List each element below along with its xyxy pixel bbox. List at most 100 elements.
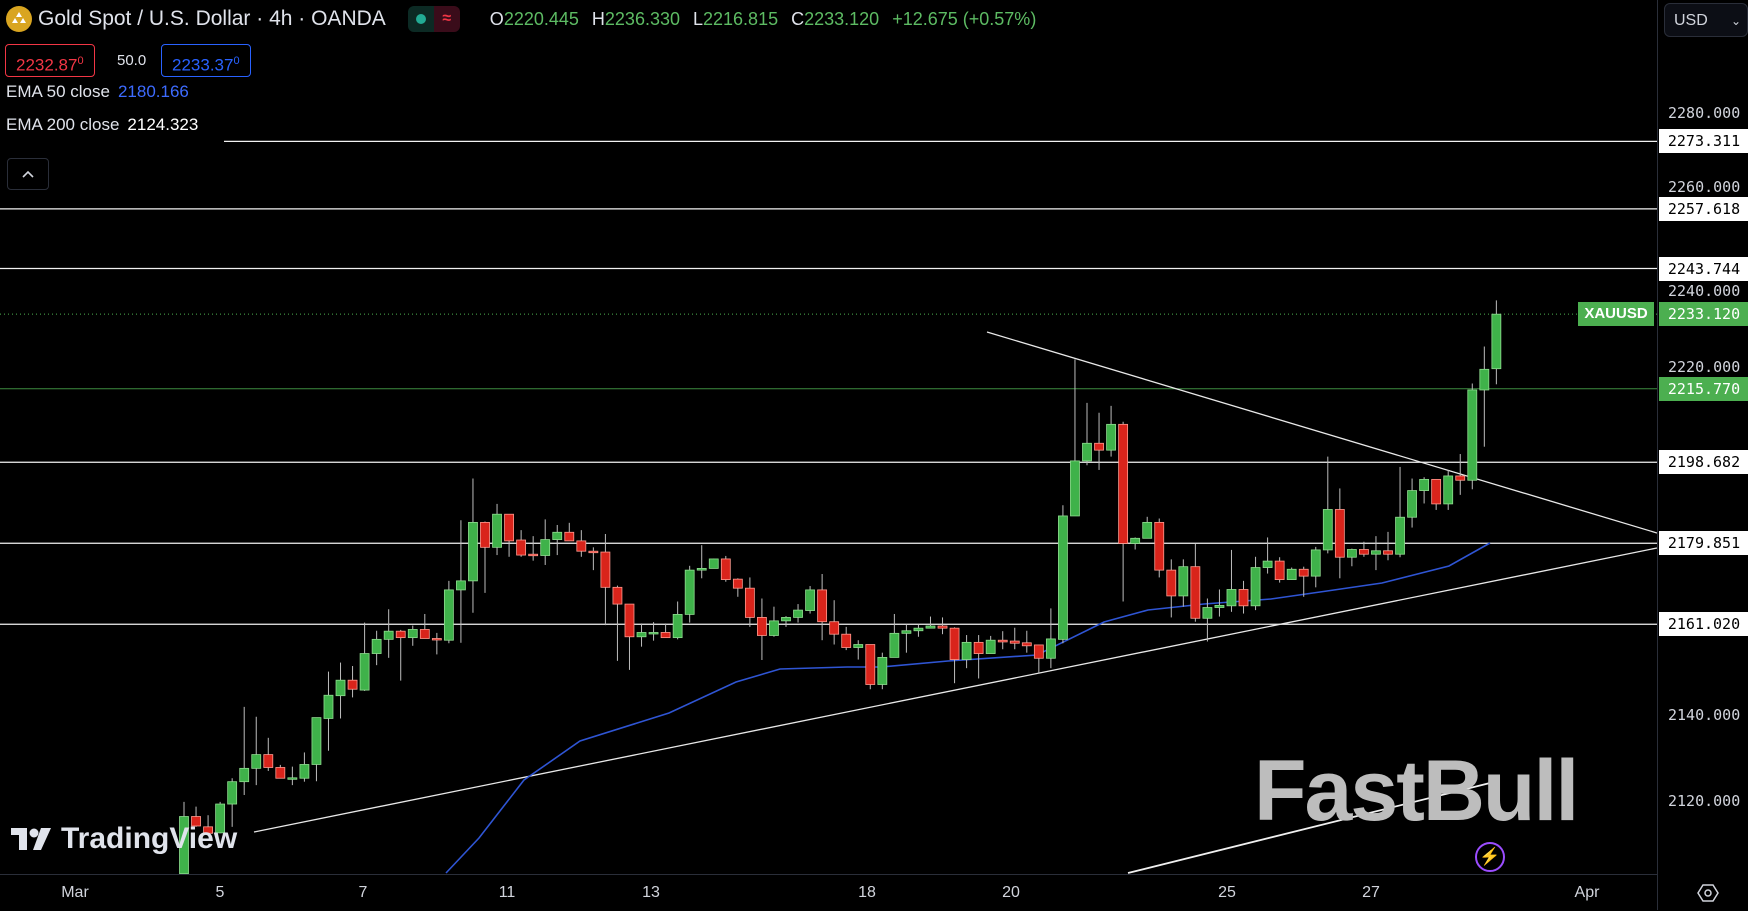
candle-up	[359, 653, 370, 691]
level-price-label[interactable]: 2179.851	[1659, 531, 1748, 556]
descending-trendline	[986, 331, 1657, 534]
low-value: 2216.815	[703, 8, 779, 29]
price-tick-label: 2140.000	[1668, 705, 1741, 724]
candle-down	[841, 633, 852, 648]
candle-up	[1058, 515, 1068, 640]
price-tick-label: 2240.000	[1668, 281, 1741, 300]
time-tick-label: 20	[1002, 884, 1020, 901]
price-axis[interactable]: USD ⌄ 2273.311 2257.618 2243.744 2215.770 219…	[1657, 0, 1748, 910]
price-tick-label: 2220.000	[1668, 357, 1741, 376]
bid-price-fraction: 0	[77, 55, 84, 67]
time-tick-label: 11	[498, 884, 516, 901]
ema50-label: EMA 50 close	[6, 82, 110, 101]
candle-up	[1491, 313, 1502, 370]
price-tick-label: 2280.000	[1668, 103, 1741, 122]
ema200-legend[interactable]: EMA 200 close 2124.323	[6, 115, 205, 135]
time-tick-label: Mar	[61, 884, 89, 901]
ask-price-fraction: 0	[233, 55, 240, 67]
buy-button[interactable]: 2233.370	[161, 44, 251, 77]
candle-up	[985, 639, 996, 654]
candle-up	[636, 632, 647, 638]
level-price-label[interactable]: 2273.311	[1659, 129, 1748, 154]
candle-down	[997, 639, 1008, 643]
candle-up	[853, 644, 864, 648]
candle-up	[1214, 604, 1225, 608]
candle-down	[1298, 568, 1309, 577]
candle-down	[1033, 644, 1044, 659]
candle-up	[877, 657, 888, 685]
chevron-up-icon	[22, 170, 34, 178]
candle-down	[720, 558, 731, 580]
price-tick-label: 2120.000	[1668, 791, 1741, 810]
price-chart[interactable]	[0, 0, 1657, 874]
symbol-title[interactable]: Gold Spot / U.S. Dollar · 4h · OANDA	[38, 7, 386, 30]
level-price-label[interactable]: 2198.682	[1659, 450, 1748, 475]
tradingview-text: TradingView	[61, 822, 238, 855]
candle-down	[973, 641, 984, 654]
candle-up	[648, 632, 659, 635]
candle-down	[1118, 423, 1129, 544]
candle-down	[1166, 569, 1177, 597]
candle-up	[901, 630, 912, 634]
symbol-header: Gold Spot / U.S. Dollar · 4h · OANDA ≈ O…	[6, 6, 1044, 32]
open-value: 2220.445	[503, 8, 579, 29]
level-price-label[interactable]: 2161.020	[1659, 612, 1748, 637]
candle-up	[456, 580, 466, 591]
candle-down	[624, 603, 635, 638]
time-tick-label: 5	[215, 884, 225, 901]
candle-up	[407, 629, 418, 639]
close-value: 2233.120	[804, 8, 880, 29]
candle-up	[1106, 423, 1116, 451]
ema50-legend[interactable]: EMA 50 close 2180.166	[6, 82, 195, 102]
candle-up	[552, 531, 563, 540]
candle-down	[347, 679, 358, 690]
data-delay-icon: ≈	[433, 6, 460, 32]
candle-down	[504, 513, 514, 542]
time-axis[interactable]: Mar 5 7 11 13 18 20 25 27 Apr	[0, 874, 1657, 911]
chart-settings-icon[interactable]	[1697, 882, 1719, 904]
candle-up	[1407, 490, 1417, 518]
candle-up	[1395, 516, 1405, 555]
last-price-label: 2233.120	[1659, 302, 1748, 327]
spread-value: 50.0	[117, 52, 147, 69]
candle-down	[829, 621, 840, 635]
level-price-label[interactable]: 2215.770	[1659, 376, 1748, 401]
candle-down	[419, 629, 430, 639]
ema200-label: EMA 200 close	[6, 115, 120, 134]
candle-up	[1178, 566, 1189, 597]
lightning-icon: ⚡	[1475, 842, 1505, 872]
level-price-label[interactable]: 2257.618	[1659, 196, 1748, 221]
candle-up	[1070, 460, 1080, 517]
gold-logo-icon	[6, 6, 32, 32]
candle-down	[817, 589, 828, 623]
collapse-legend-button[interactable]	[7, 158, 49, 190]
candle-up	[179, 816, 189, 874]
candle-up	[1130, 537, 1141, 544]
channel-trendline	[1127, 782, 1491, 874]
candle-up	[287, 777, 298, 780]
market-open-icon	[407, 6, 434, 32]
candle-up	[383, 630, 394, 640]
sell-button[interactable]: 2232.870	[5, 44, 95, 77]
candle-down	[1383, 550, 1393, 555]
time-tick-label: Apr	[1574, 884, 1600, 901]
candle-up	[781, 617, 791, 622]
candle-down	[660, 632, 671, 639]
candle-up	[1262, 560, 1273, 568]
open-key: O	[489, 8, 504, 29]
candle-down	[757, 617, 767, 636]
candle-up	[696, 568, 707, 571]
candle-up	[468, 521, 478, 582]
candle-down	[275, 767, 286, 779]
candle-up	[1479, 368, 1490, 391]
candle-down	[732, 578, 743, 589]
candle-up	[1286, 568, 1297, 580]
candle-down	[937, 625, 948, 629]
market-status[interactable]: ≈	[407, 6, 460, 32]
candle-down	[1009, 640, 1020, 644]
candle-up	[227, 781, 238, 805]
level-price-label[interactable]: 2243.744	[1659, 256, 1748, 281]
candle-down	[600, 551, 611, 588]
currency-dropdown[interactable]: USD ⌄	[1664, 3, 1748, 37]
candle-down	[588, 550, 599, 554]
